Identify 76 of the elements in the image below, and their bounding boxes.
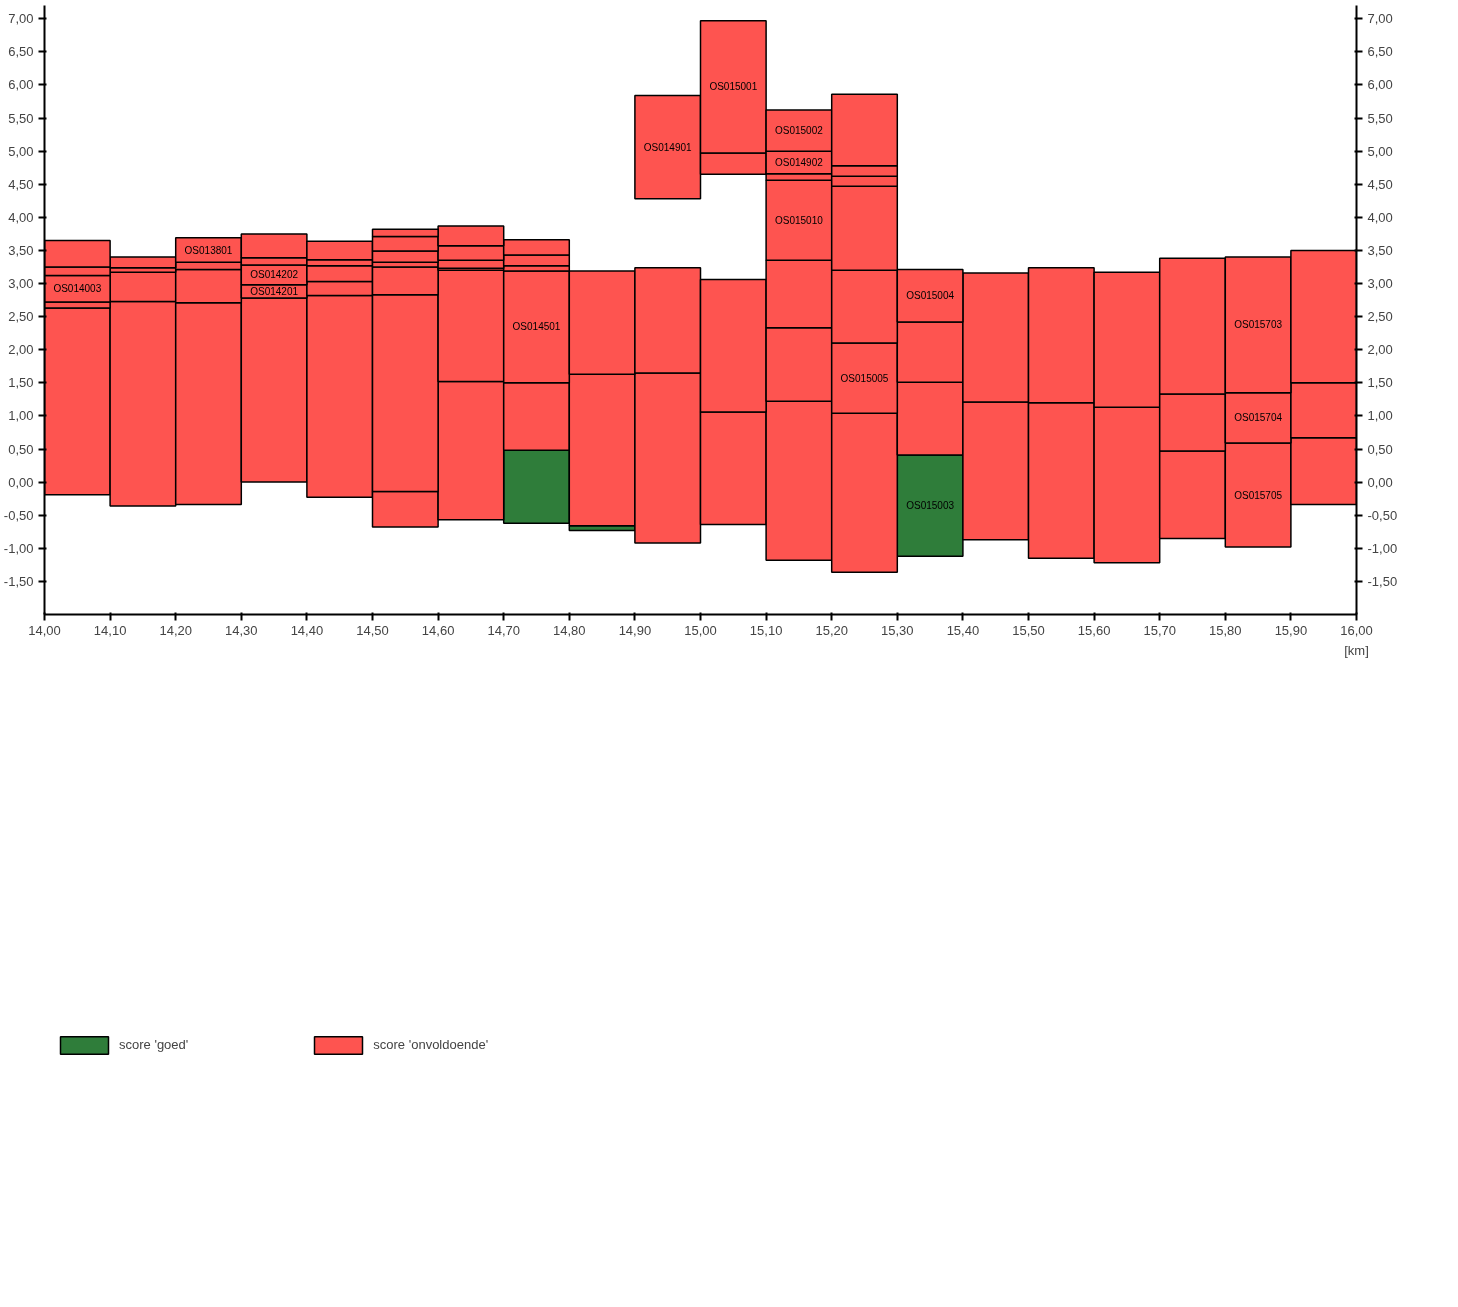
x-tick-label: 15,30 [881,622,914,638]
data-label: OS014003 [53,283,102,295]
y2-tick-label: -1,00 [1367,540,1398,556]
data-label: OS014202 [250,269,299,281]
x-tick-label: 15,40 [946,622,980,638]
y2-tick-label: 0,50 [1367,441,1393,457]
x-tick-label: 15,70 [1143,622,1176,638]
y2-tick-label: 3,00 [1367,276,1393,292]
data-label: OS015704 [1234,412,1283,424]
x-tick-label: 15,00 [684,622,717,638]
y2-tick-label: 0,00 [1367,474,1393,490]
y-tick-label: 5,50 [8,110,34,126]
y-tick-label: 4,00 [8,209,34,225]
x-tick-label: 15,20 [815,622,848,638]
data-label: OS015005 [840,372,889,384]
x-tick-label: 14,40 [290,622,324,638]
x-tick-label: 14,60 [421,622,455,638]
x-tick-label: 16,00 [1340,622,1373,638]
y-tick-label: 2,00 [8,342,34,358]
y-tick-label: 4,50 [8,176,34,192]
data-label: OS014901 [643,141,693,153]
data-label: OS015703 [1234,319,1283,331]
x-tick-label: 14,50 [356,622,389,638]
x-tick-label: 14,90 [618,622,652,638]
y-tick-label: 1,00 [8,408,34,424]
y-tick-label: 0,50 [8,441,34,457]
data-label: OS015004 [906,290,955,302]
y-tick-label: 3,50 [8,242,34,258]
x-tick-label: 14,00 [28,622,61,638]
y-tick-label: -0,50 [3,507,34,523]
y2-tick-label: 3,50 [1367,242,1393,258]
y-tick-label: 3,00 [8,276,34,292]
x-tick-label: 15,90 [1274,622,1308,638]
y-tick-label: 5,00 [8,143,34,159]
y2-tick-label: 2,50 [1367,309,1393,325]
y2-tick-label: 4,50 [1367,176,1393,192]
y2-tick-label: 6,50 [1367,44,1393,60]
y2-tick-label: 2,00 [1367,342,1393,358]
x-tick-label: 14,20 [159,622,192,638]
data-label: OS015003 [906,500,955,512]
y2-tick-label: 4,00 [1367,209,1393,225]
data-label: OS015001 [709,81,758,93]
x-tick-label: 14,80 [553,622,586,638]
data-label: OS014902 [774,156,824,168]
x-axis-title: [km] [1344,642,1369,658]
x-tick-label: 15,60 [1077,622,1111,638]
y-tick-label: -1,50 [3,573,34,589]
y-tick-label: 6,00 [8,77,34,93]
legend-label: score 'onvoldoende' [373,1037,489,1052]
y2-tick-label: -1,50 [1367,573,1398,589]
x-tick-label: 14,10 [93,622,127,638]
y-tick-label: 0,00 [8,474,34,490]
y2-tick-label: 5,50 [1367,110,1393,126]
data-label: OS015705 [1234,489,1283,501]
data-label: OS015002 [774,125,824,137]
x-tick-label: 14,30 [225,622,258,638]
y-tick-label: 2,50 [8,309,34,325]
y2-tick-label: 7,00 [1367,11,1393,27]
x-tick-label: 14,70 [487,622,520,638]
x-tick-label: 15,80 [1209,622,1242,638]
data-label: OS014501 [512,321,561,333]
y-tick-label: -1,00 [3,540,34,556]
y-tick-label: 6,50 [8,44,34,60]
x-tick-label: 15,50 [1012,622,1045,638]
y-tick-label: 1,50 [8,375,34,391]
y2-tick-label: 1,50 [1367,375,1393,391]
y-tick-label: 7,00 [8,11,34,27]
data-label: OS015010 [774,214,824,226]
y2-tick-label: 6,00 [1367,77,1393,93]
y2-tick-label: -0,50 [1367,507,1398,523]
data-label: OS014201 [250,285,299,297]
data-label: OS013801 [184,244,233,256]
legend-label: score 'goed' [119,1037,189,1052]
y2-tick-label: 5,00 [1367,143,1393,159]
y2-tick-label: 1,00 [1367,408,1393,424]
x-tick-label: 15,10 [749,622,783,638]
